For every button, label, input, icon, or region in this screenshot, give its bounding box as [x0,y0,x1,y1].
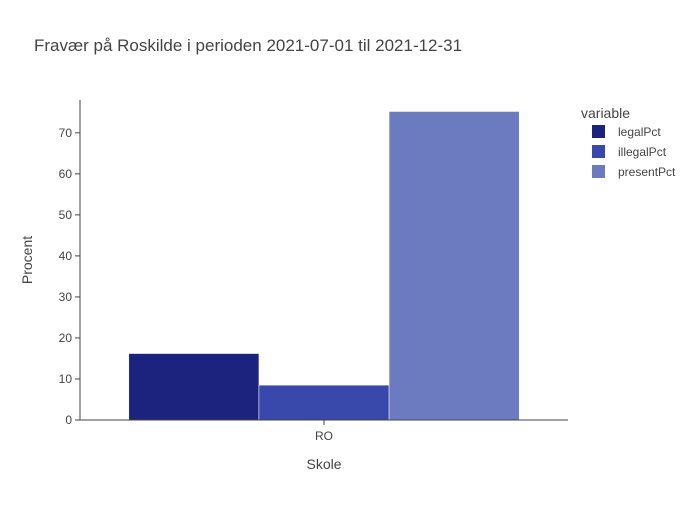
legend-swatch [592,125,605,138]
plot-area: 0 10 20 30 40 50 60 70 RO [59,100,568,443]
y-tick-label: 10 [59,372,73,386]
legend-title: variable [581,105,630,121]
y-tick-label: 30 [59,290,73,304]
y-tick-label: 0 [65,413,72,427]
bars-group [128,111,520,421]
legend: variable legalPct illegalPct presentPct [581,105,676,179]
bar-legalPct[interactable] [128,353,260,421]
legend-swatch [592,165,605,178]
legend-item-legalPct[interactable]: legalPct [592,125,661,139]
legend-items: legalPct illegalPct presentPct [592,125,676,179]
y-axis-label: Procent [19,236,35,284]
legend-item-illegalPct[interactable]: illegalPct [592,145,667,159]
y-ticks: 0 10 20 30 40 50 60 70 [59,126,80,427]
y-tick-label: 20 [59,331,73,345]
bar-illegalPct[interactable] [258,384,390,421]
x-ticks: RO [315,420,333,443]
legend-label: illegalPct [618,145,667,159]
x-axis-label: Skole [306,456,341,472]
x-tick-label: RO [315,429,333,443]
legend-item-presentPct[interactable]: presentPct [592,165,676,179]
legend-label: presentPct [618,165,676,179]
legend-label: legalPct [618,125,661,139]
y-tick-label: 70 [59,126,73,140]
y-tick-label: 50 [59,208,73,222]
y-tick-label: 40 [59,249,73,263]
legend-swatch [592,145,605,158]
bar-presentPct[interactable] [388,111,520,421]
y-tick-label: 60 [59,167,73,181]
chart-title: Fravær på Roskilde i perioden 2021-07-01… [34,36,462,55]
